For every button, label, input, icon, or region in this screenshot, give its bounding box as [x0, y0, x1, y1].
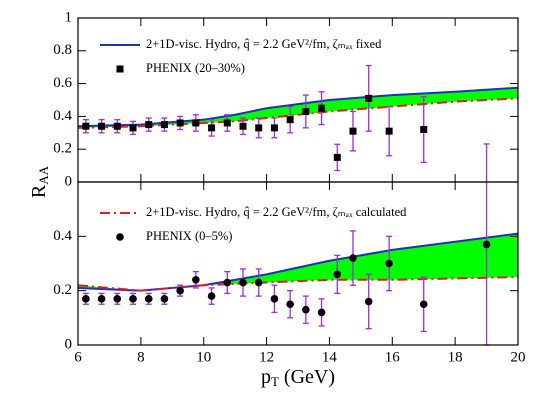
data-point: [270, 124, 278, 132]
data-point: [160, 121, 168, 129]
data-point: [254, 278, 263, 287]
data-point: [129, 295, 137, 303]
data-point: [192, 119, 200, 127]
y-tick-label: 0.8: [53, 42, 72, 58]
data-point: [97, 295, 106, 303]
y-axis-label-sub: AA: [36, 165, 51, 184]
y-tick-label: 0.6: [53, 75, 72, 91]
data-point: [333, 153, 341, 161]
data-point: [144, 295, 153, 303]
data-point: [349, 127, 357, 135]
data-point: [113, 295, 122, 303]
data-point: [160, 295, 169, 303]
model-line: [77, 232, 519, 292]
legend-label: PHENIX (20–30%): [146, 61, 245, 75]
y-tick-label: 0: [65, 173, 73, 189]
data-point: [365, 94, 373, 102]
data-point: [223, 278, 232, 287]
data-point: [385, 259, 393, 268]
data-point: [82, 295, 90, 303]
data-point: [286, 116, 294, 124]
data-point: [286, 300, 294, 309]
data-point: [364, 297, 373, 306]
x-axis-label-sub: T: [271, 374, 279, 389]
x-tick-label: 16: [385, 349, 401, 365]
y-axis-label-main: R: [28, 184, 50, 198]
data-point: [349, 254, 357, 262]
y-tick-label: 1: [65, 9, 73, 25]
data-point: [270, 295, 279, 303]
y-tick-label: 0: [65, 336, 73, 352]
band: [78, 87, 518, 128]
data-point: [420, 126, 428, 134]
y-tick-label: 0.2: [53, 282, 72, 298]
data-point: [207, 292, 216, 300]
x-tick-label: 20: [511, 349, 526, 365]
data-point: [482, 240, 491, 249]
data-point: [192, 276, 200, 284]
data-point: [318, 104, 326, 112]
data-point: [176, 286, 184, 295]
data-point: [239, 122, 247, 130]
data-point: [385, 127, 393, 135]
plot-frame: [77, 181, 519, 346]
x-tick-label: 6: [74, 349, 82, 365]
x-tick-label: 10: [196, 349, 211, 365]
legend-label: 2+1D-visc. Hydro, q̂ = 2.2 GeV²/fm, ζₘₐₓ…: [146, 205, 407, 219]
x-axis-label-main: p: [261, 366, 271, 388]
data-point: [176, 119, 184, 127]
legend-label: 2+1D-visc. Hydro, q̂ = 2.2 GeV²/fm, ζₘₐₓ…: [146, 37, 382, 51]
data-point: [223, 119, 231, 127]
data-point: [419, 300, 428, 309]
legend-label: PHENIX (0–5%): [146, 229, 232, 243]
model-line: [77, 276, 519, 292]
y-axis-label: RAA: [28, 165, 51, 198]
x-axis-label: pT (GeV): [261, 366, 335, 389]
y-tick-label: 0.4: [53, 228, 72, 244]
data-point: [302, 107, 310, 115]
data-point: [239, 278, 247, 287]
legend-swatch: [116, 65, 124, 73]
x-tick-label: 12: [259, 349, 274, 365]
data-point: [208, 124, 216, 132]
data-point: [145, 121, 153, 129]
x-tick-label: 18: [448, 349, 463, 365]
data-point: [129, 124, 137, 132]
data-point: [98, 122, 106, 130]
legend-swatch: [116, 233, 124, 241]
data-point: [82, 122, 90, 130]
data-point: [317, 308, 326, 317]
data-point: [255, 124, 263, 132]
y-tick-label: 0.4: [53, 108, 72, 124]
data-point: [302, 305, 310, 314]
x-tick-label: 8: [137, 349, 145, 365]
data-point: [113, 122, 121, 130]
x-axis-label-rest: (GeV): [279, 366, 335, 388]
y-tick-label: 0.2: [53, 141, 72, 157]
band: [78, 233, 518, 291]
x-tick-label: 14: [322, 349, 338, 365]
data-point: [333, 270, 342, 279]
